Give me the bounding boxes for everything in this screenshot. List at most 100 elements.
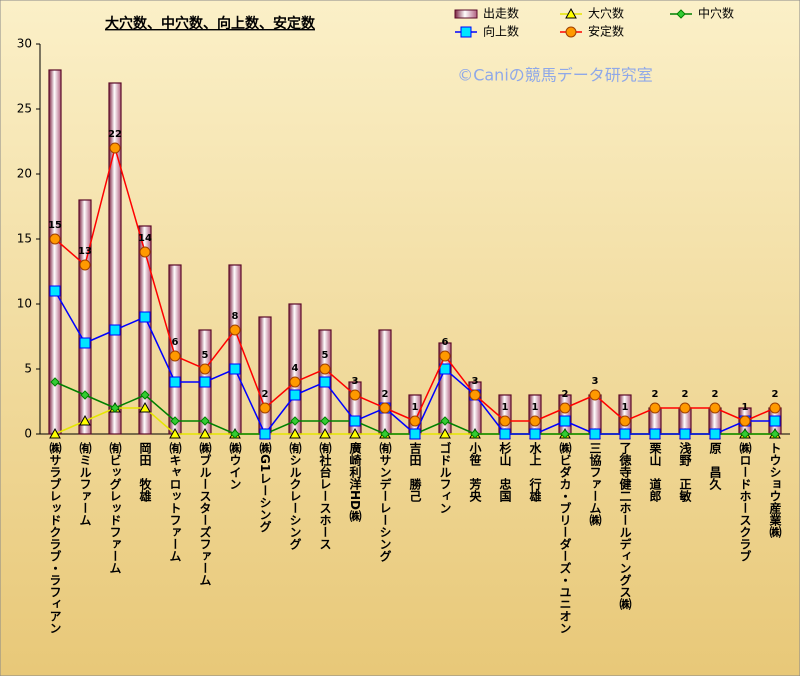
marker <box>169 427 181 439</box>
marker <box>560 429 570 439</box>
legend-marker <box>565 26 577 38</box>
marker <box>259 428 271 440</box>
marker <box>740 429 750 439</box>
value-label: 3 <box>592 376 599 387</box>
bar <box>378 329 392 435</box>
x-tick-label: 小笹 芳央 <box>468 441 482 503</box>
legend-label: 出走数 <box>483 6 519 21</box>
marker <box>109 142 121 154</box>
marker <box>169 350 181 362</box>
marker <box>80 390 90 400</box>
marker <box>709 402 721 414</box>
marker <box>290 416 300 426</box>
marker <box>349 427 361 439</box>
x-tick-label: 杉山 忠国 <box>498 441 512 503</box>
chart-title: 大穴数、中穴数、向上数、安定数 <box>105 15 316 32</box>
marker <box>79 259 91 271</box>
marker <box>379 402 391 414</box>
value-label: 2 <box>562 389 569 400</box>
legend-marker <box>460 26 472 38</box>
x-tick-label: 了徳寺健二ホールディングス㈱ <box>618 442 632 611</box>
x-tick-label: 三協ファーム㈱ <box>588 442 602 527</box>
value-label: 2 <box>382 389 389 400</box>
value-label: 22 <box>108 129 122 140</box>
marker <box>139 401 151 413</box>
x-tick-label: 岡田 牧雄 <box>138 442 152 503</box>
legend-label: 中穴数 <box>698 6 734 21</box>
marker <box>679 402 691 414</box>
marker <box>439 350 451 362</box>
marker <box>199 427 211 439</box>
x-tick-label: ㈱サラブレッドクラブ・ラフィアン <box>48 441 62 634</box>
x-tick-label: 水上 行雄 <box>528 441 542 503</box>
marker <box>739 415 751 427</box>
value-label: 15 <box>48 220 62 231</box>
x-tick-label: 原 昌久 <box>708 442 722 491</box>
marker <box>619 428 631 440</box>
x-tick-label: 栗山 道郎 <box>648 442 662 503</box>
marker <box>79 414 91 426</box>
x-tick-label: ㈱ブルースターズファーム <box>198 441 212 586</box>
marker <box>440 416 450 426</box>
x-tick-label: ㈲ビッグレッドファーム <box>108 441 122 574</box>
marker <box>109 324 121 336</box>
x-tick-label: ㈱ウイン <box>228 441 242 490</box>
marker <box>649 428 661 440</box>
marker <box>439 427 451 439</box>
x-tick-label: ㈲シルクレーシング <box>288 441 302 550</box>
y-tick-label: 25 <box>17 102 32 116</box>
marker <box>259 402 271 414</box>
marker <box>49 233 61 245</box>
y-tick-label: 30 <box>17 37 32 51</box>
marker <box>439 363 451 375</box>
marker <box>199 363 211 375</box>
marker <box>769 415 781 427</box>
marker <box>139 246 151 258</box>
bar <box>78 199 92 435</box>
x-tick-label: 廣崎利洋HD㈱ <box>348 441 362 523</box>
x-tick-label: ㈱ビダカ・ブリーダーズ・ユニオン <box>558 441 572 634</box>
marker <box>229 363 241 375</box>
marker <box>50 377 60 387</box>
legend-swatch <box>454 9 478 19</box>
value-label: 1 <box>532 402 539 413</box>
marker <box>319 427 331 439</box>
marker <box>709 428 721 440</box>
legend-marker <box>565 7 577 19</box>
marker <box>469 389 481 401</box>
value-label: 3 <box>352 376 359 387</box>
value-label: 2 <box>262 389 269 400</box>
value-label: 4 <box>292 363 299 374</box>
watermark: ©Caniの競馬データ研究室 <box>457 66 653 85</box>
marker <box>589 428 601 440</box>
y-tick-label: 20 <box>17 167 32 181</box>
x-tick-label: ゴドルフィン <box>438 441 452 514</box>
value-label: 1 <box>412 402 419 413</box>
marker <box>529 428 541 440</box>
value-label: 1 <box>502 402 509 413</box>
marker <box>170 416 180 426</box>
marker <box>79 337 91 349</box>
marker <box>169 376 181 388</box>
marker <box>139 311 151 323</box>
marker <box>499 428 511 440</box>
marker <box>409 415 421 427</box>
value-label: 13 <box>78 246 92 257</box>
marker <box>409 428 421 440</box>
bar <box>108 82 122 435</box>
marker <box>289 427 301 439</box>
marker <box>499 415 511 427</box>
bar <box>228 264 242 435</box>
value-label: 2 <box>652 389 659 400</box>
marker <box>649 402 661 414</box>
y-tick-label: 0 <box>24 427 32 441</box>
value-label: 1 <box>742 402 749 413</box>
marker <box>289 389 301 401</box>
value-label: 2 <box>772 389 779 400</box>
x-tick-label: ㈱G1レーシング <box>258 441 272 533</box>
marker <box>679 428 691 440</box>
x-tick-label: ㈱ロードホースクラブ <box>738 441 752 562</box>
x-tick-label: 吉田 勝己 <box>408 441 422 503</box>
marker <box>140 390 150 400</box>
